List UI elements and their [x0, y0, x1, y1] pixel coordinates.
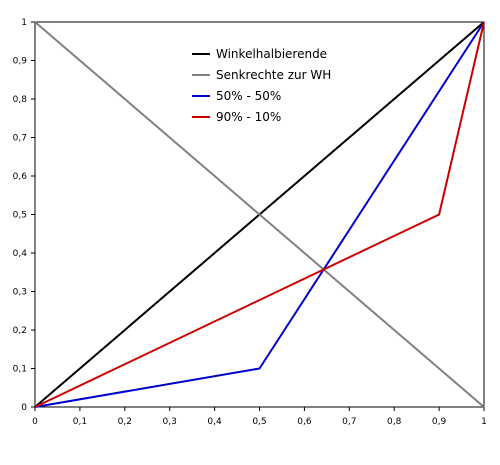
y-tick-label: 0,6 [13, 172, 28, 182]
series-line-4 [34, 21, 485, 408]
y-tick-label: 0,1 [13, 365, 27, 375]
y-tick-label: 0,4 [13, 249, 28, 259]
x-tick-label: 0,4 [207, 417, 222, 427]
y-tick-label: 0,5 [13, 211, 27, 221]
x-tick-label: 0,6 [297, 417, 312, 427]
x-tick-label: 0 [32, 417, 38, 427]
legend: Winkelhalbierende Senkrechte zur WH 50% - … [192, 47, 331, 124]
x-tick-label: 0,2 [118, 417, 132, 427]
legend-label: 50% - 50% [216, 89, 281, 103]
series-line-3 [34, 21, 485, 408]
y-tick-label: 0,7 [13, 134, 27, 144]
series-line-2 [34, 21, 485, 408]
legend-label: Winkelhalbierende [216, 47, 327, 61]
x-tick-label: 0,8 [387, 417, 402, 427]
y-tick-label: 0 [21, 403, 27, 413]
series-layer [34, 21, 485, 408]
x-tick-label: 0,9 [432, 417, 447, 427]
y-tick-label: 0,3 [13, 288, 27, 298]
legend-label: 90% - 10% [216, 110, 281, 124]
x-tick-label: 0,1 [73, 417, 87, 427]
y-tick-label: 0,8 [13, 95, 28, 105]
y-tick-label: 0,9 [13, 57, 28, 67]
legend-label: Senkrechte zur WH [216, 68, 331, 82]
ticks-layer: 0 0,1 0,2 0,3 0,4 0,5 0,6 0,7 0,8 0,9 1 0 0,1 0,2 0,3 0… [13, 18, 487, 427]
x-tick-label: 0,5 [252, 417, 266, 427]
x-tick-label: 0,3 [163, 417, 177, 427]
x-tick-label: 1 [481, 417, 487, 427]
y-tick-label: 0,2 [13, 326, 27, 336]
x-tick-label: 0,7 [342, 417, 356, 427]
y-tick-label: 1 [21, 18, 27, 28]
